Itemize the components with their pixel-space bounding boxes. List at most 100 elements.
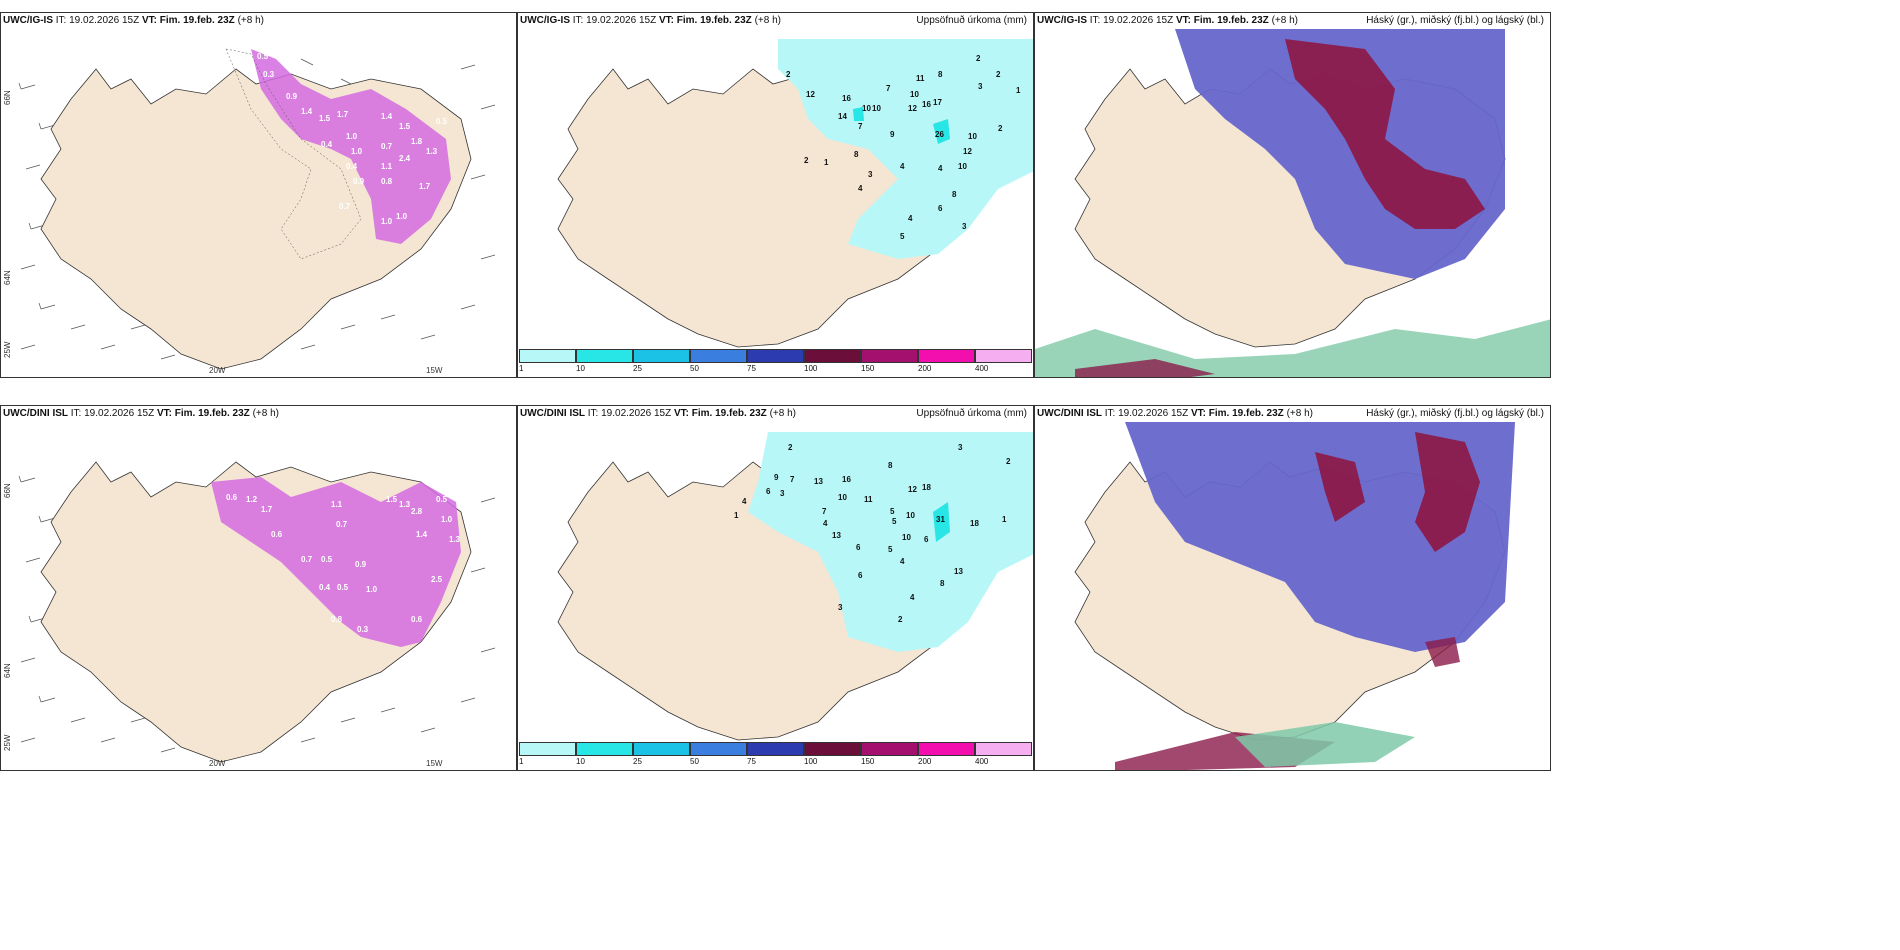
- legend-tick: 200: [918, 757, 932, 766]
- value-label: 14: [838, 112, 847, 121]
- value-label: 3: [958, 443, 963, 452]
- precip-legend: 1 10 25 50 75 100 150 200 400: [519, 742, 1032, 768]
- hatched-area: [225, 48, 362, 260]
- value-label: 1: [734, 511, 739, 520]
- value-label: 10: [910, 90, 919, 99]
- legend-tick: 10: [576, 364, 585, 373]
- value-label: 7: [822, 507, 827, 516]
- value-label: 2: [898, 615, 903, 624]
- value-label: 2: [786, 70, 791, 79]
- value-label: 4: [742, 497, 747, 506]
- panel-header: UWC/IG-IS IT: 19.02.2026 15Z VT: Fim. 19…: [520, 15, 1029, 31]
- value-label: 1.1: [381, 162, 393, 171]
- value-label: 0.5: [257, 52, 269, 61]
- value-label: 7: [790, 475, 795, 484]
- value-label: 10: [968, 132, 977, 141]
- lat-label: 66N: [3, 90, 12, 105]
- legend-tick: 75: [747, 364, 756, 373]
- init-time: IT: 19.02.2026 15Z: [55, 15, 140, 26]
- snow-area: [211, 477, 461, 647]
- snow-values: 0.5 0.3 0.9 1.4 1.5 1.7 1.4 1.5 0.4 1.0 …: [257, 52, 448, 226]
- value-label: 11: [864, 495, 873, 504]
- value-label: 26: [935, 130, 944, 139]
- wind-barbs: [18, 475, 496, 753]
- legend-tick: 50: [690, 364, 699, 373]
- value-label: 2: [998, 124, 1003, 133]
- legend-swatch: [861, 742, 918, 756]
- value-label: 16: [842, 475, 851, 484]
- iceland-map: 2 12 16 8 7 10 10 10 14 7 9 12 16 17 3 2…: [557, 39, 1033, 348]
- value-label: 1.8: [411, 137, 423, 146]
- value-label: 3: [962, 222, 967, 231]
- init-time: IT: 19.02.2026 15Z: [1104, 408, 1189, 419]
- legend-swatch: [861, 349, 918, 363]
- value-label: 8: [938, 70, 943, 79]
- value-label: 4: [910, 593, 915, 602]
- value-label: 2: [976, 54, 981, 63]
- legend-swatch: [576, 349, 633, 363]
- high-cloud: [1285, 39, 1485, 229]
- model-name: UWC/DINI ISL: [1037, 408, 1102, 419]
- value-label: 2: [788, 443, 793, 452]
- lat-label: 64N: [3, 663, 12, 678]
- panel-title: Uppsöfnuð úrkoma (mm): [916, 15, 1027, 26]
- precip-area: [778, 39, 1033, 259]
- value-label: 7: [858, 122, 863, 131]
- value-label: 6: [938, 204, 943, 213]
- value-label: 0.4: [346, 162, 358, 171]
- legend-tick: 50: [690, 757, 699, 766]
- value-label: 5: [890, 507, 895, 516]
- value-label: 0.5: [321, 555, 333, 564]
- high-cloud-south: [1075, 359, 1215, 377]
- precip-legend: 1 10 25 50 75 100 150 200 400: [519, 349, 1032, 375]
- legend-swatch: [519, 349, 576, 363]
- value-label: 0.7: [381, 142, 393, 151]
- value-label: 1.5: [399, 122, 411, 131]
- init-time: IT: 19.02.2026 15Z: [1089, 15, 1174, 26]
- value-label: 1.7: [419, 182, 431, 191]
- value-label: 12: [908, 104, 917, 113]
- value-label: 18: [922, 483, 931, 492]
- value-label: 5: [888, 545, 893, 554]
- precip-panel-bottom: UWC/DINI ISL IT: 19.02.2026 15Z VT: Fim.…: [517, 405, 1034, 771]
- legend-tick: 1: [519, 364, 524, 373]
- value-label: 3: [780, 489, 785, 498]
- value-label: 2.5: [431, 575, 443, 584]
- precip-values: 2 12 16 8 7 10 10 10 14 7 9 12 16 17 3 2…: [786, 54, 1021, 241]
- iceland-map: 2 4 3 9 7 6 13 16 8 10 11 12 18 5 7 4 13…: [557, 432, 1033, 741]
- low-cloud: [1235, 722, 1415, 767]
- iceland-map: 0.6 1.2 1.7 1.1 1.5 1.3 2.8 0.5 1.0 0.7 …: [18, 461, 496, 763]
- valid-time: VT: Fim. 19.feb. 23Z: [156, 408, 250, 419]
- value-label: 8: [888, 461, 893, 470]
- panel-header: UWC/IG-IS IT: 19.02.2026 15Z VT: Fim. 19…: [3, 15, 512, 31]
- value-label: 11: [916, 74, 925, 83]
- init-time: IT: 19.02.2026 15Z: [572, 15, 657, 26]
- value-label: 0.7: [301, 555, 313, 564]
- cloud-panel-top: UWC/IG-IS IT: 19.02.2026 15Z VT: Fim. 19…: [1034, 12, 1551, 378]
- value-label: 13: [832, 531, 841, 540]
- value-label: 1.4: [301, 107, 313, 116]
- value-label: 10: [906, 511, 915, 520]
- lon-label: 20W: [209, 759, 226, 768]
- legend-tick: 25: [633, 364, 642, 373]
- valid-time: VT: Fim. 19.feb. 23Z: [1190, 408, 1284, 419]
- value-label: 12: [806, 90, 815, 99]
- wind-snow-panel-top: UWC/IG-IS IT: 19.02.2026 15Z VT: Fim. 19…: [0, 12, 517, 378]
- value-label: 0.6: [226, 493, 238, 502]
- value-label: 16: [922, 100, 931, 109]
- panel-header: UWC/DINI ISL IT: 19.02.2026 15Z VT: Fim.…: [520, 408, 1029, 424]
- lat-label: 66N: [3, 483, 12, 498]
- legend-tick: 10: [576, 757, 585, 766]
- lead-time: (+8 h): [769, 408, 796, 419]
- snow-area: [251, 49, 451, 244]
- value-label: 8: [854, 150, 859, 159]
- model-name: UWC/IG-IS: [1037, 15, 1087, 26]
- lat-label: 25W: [3, 341, 12, 358]
- iceland-map: [1074, 422, 1515, 770]
- high-cloud: [1315, 432, 1480, 552]
- value-label: 0.9: [353, 177, 365, 186]
- model-name: UWC/DINI ISL: [3, 408, 68, 419]
- legend-swatch: [804, 349, 861, 363]
- iceland-map: 0.5 0.3 0.9 1.4 1.5 1.7 1.4 1.5 0.4 1.0 …: [18, 48, 496, 370]
- model-name: UWC/IG-IS: [520, 15, 570, 26]
